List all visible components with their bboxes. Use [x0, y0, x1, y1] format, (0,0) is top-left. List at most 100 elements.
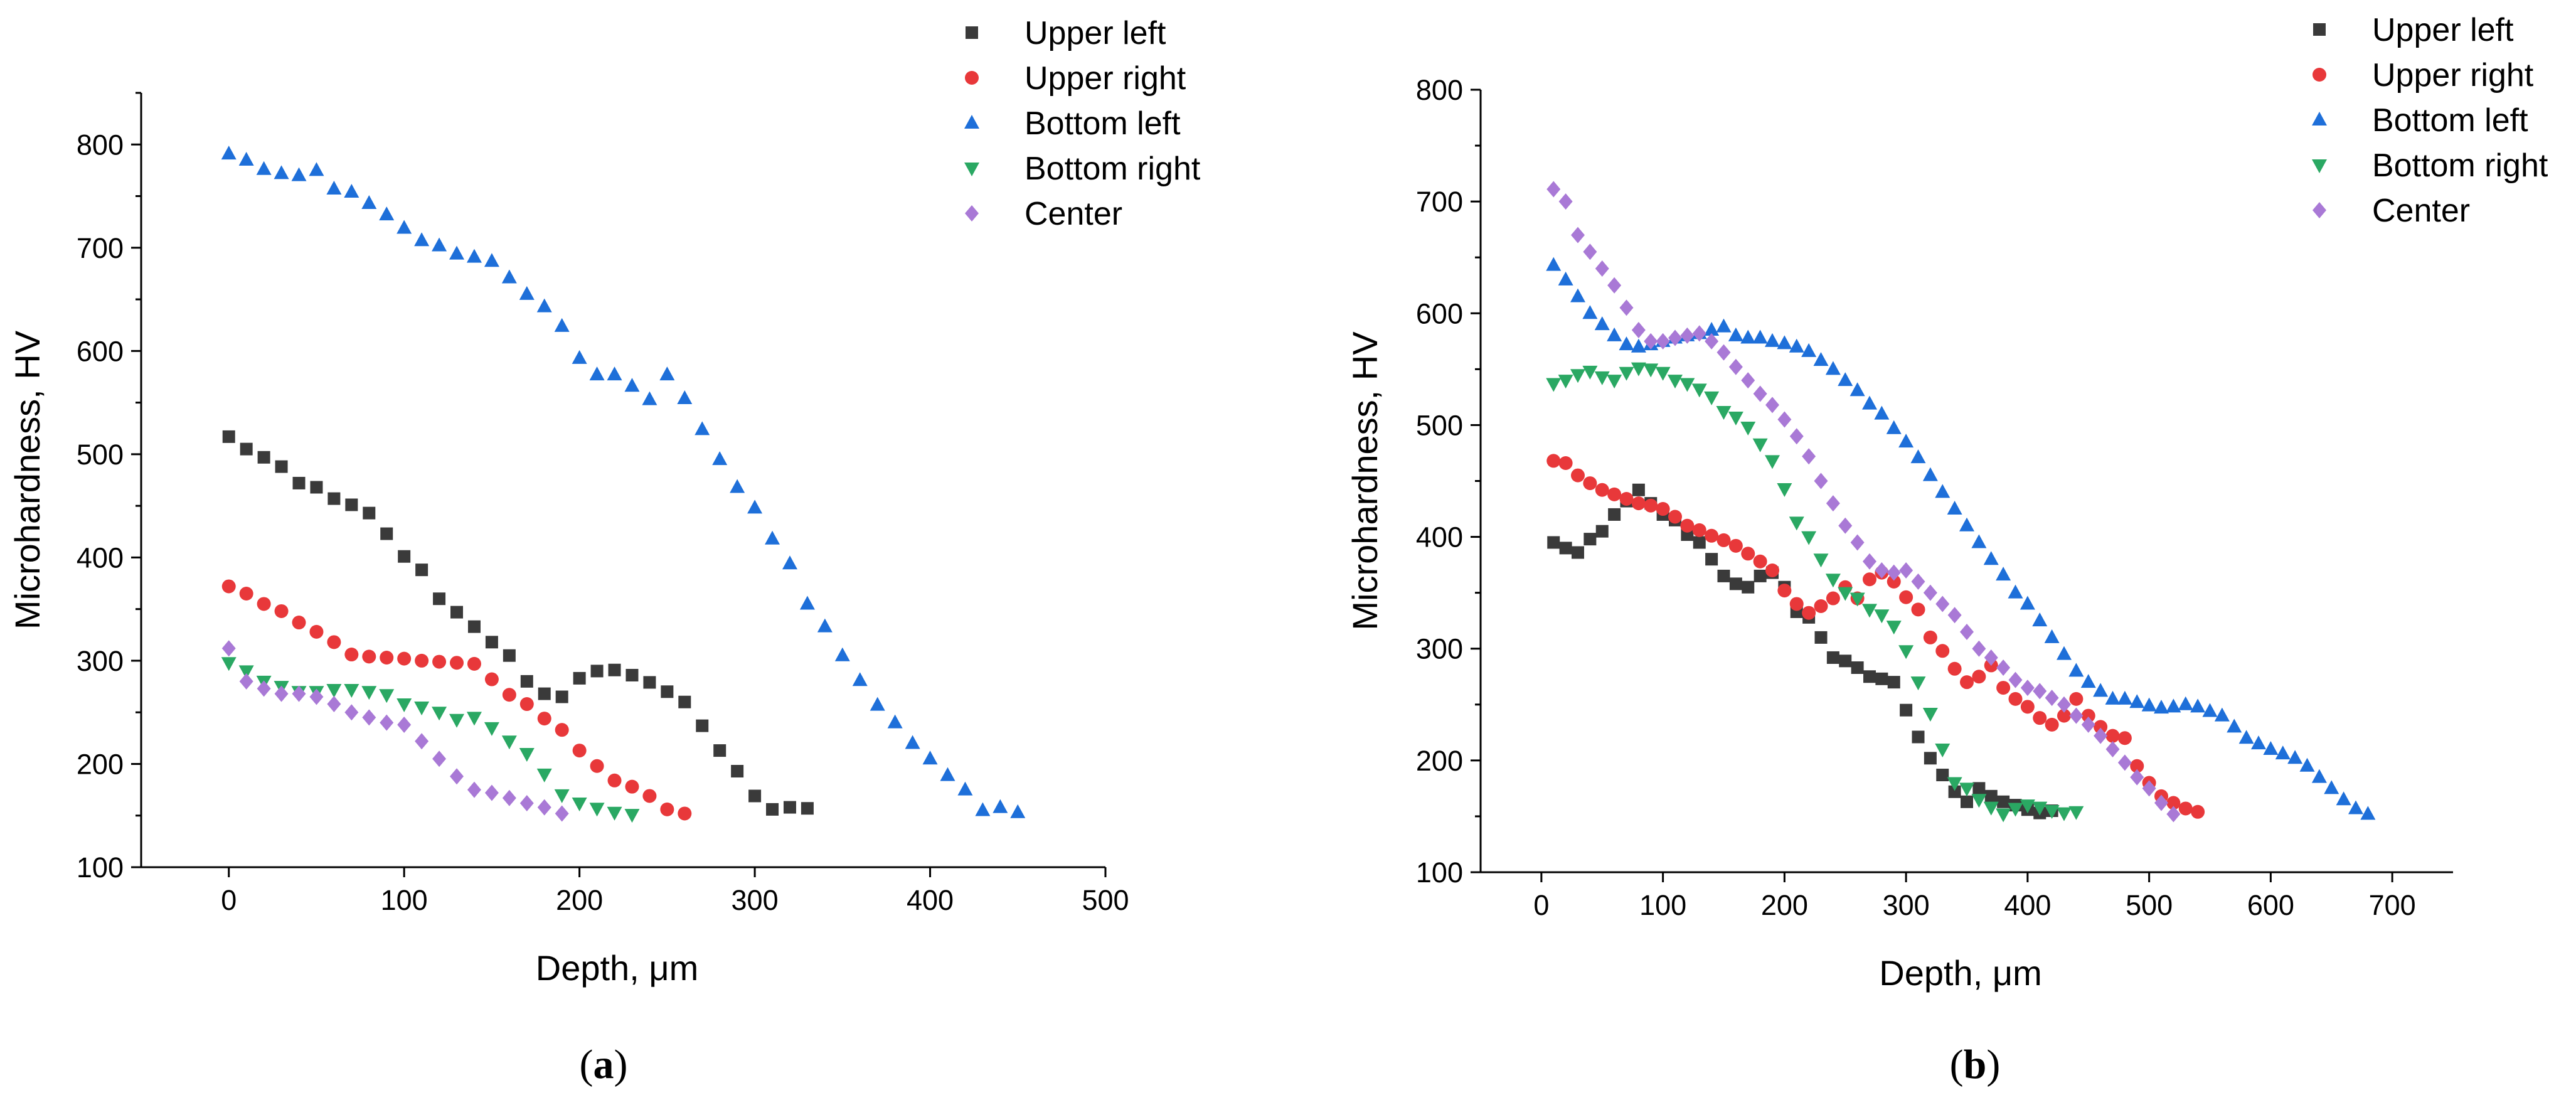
data-point: [1910, 449, 1926, 464]
data-point: [783, 801, 796, 814]
data-point: [1947, 661, 1962, 676]
data-point: [2020, 700, 2035, 714]
y-axis-title: Microhardness, HV: [8, 330, 47, 629]
data-point: [2032, 612, 2048, 627]
data-point: [1632, 483, 1645, 496]
data-point: [2057, 708, 2071, 723]
data-point: [1997, 795, 2010, 808]
data-point: [659, 366, 675, 381]
data-point: [589, 366, 605, 381]
data-point: [1777, 335, 1792, 350]
data-point: [2130, 769, 2144, 786]
data-point: [1850, 592, 1865, 607]
data-point: [1692, 523, 1706, 537]
series-bottom-left: [1546, 257, 2376, 820]
data-point: [274, 604, 289, 618]
data-point: [1705, 553, 1718, 566]
data-point: [1754, 569, 1767, 582]
data-point: [1801, 343, 1817, 357]
data-point: [449, 713, 465, 728]
data-point: [1729, 577, 1742, 590]
data-point: [1789, 428, 1804, 445]
data-point: [2202, 703, 2218, 717]
data-point: [1886, 420, 1902, 434]
data-point: [1961, 795, 1973, 808]
data-point: [414, 701, 430, 715]
data-point: [748, 789, 762, 803]
data-point: [484, 784, 499, 801]
data-point: [2057, 696, 2071, 713]
data-point: [432, 237, 447, 252]
data-point: [572, 350, 587, 364]
y-tick-label: 700: [77, 232, 124, 264]
data-point: [2057, 807, 2072, 821]
data-point: [1740, 329, 1756, 344]
data-point: [696, 719, 709, 732]
x-tick-label: 100: [1639, 889, 1686, 921]
data-point: [1972, 640, 1986, 657]
data-point: [2191, 804, 2205, 819]
data-point: [572, 797, 587, 811]
data-point: [1777, 411, 1792, 428]
data-point: [2068, 663, 2084, 677]
data-point: [1789, 338, 1804, 353]
data-point: [660, 802, 674, 816]
data-point: [870, 697, 885, 711]
data-point: [1838, 372, 1853, 387]
data-point: [1607, 487, 1622, 501]
data-point: [1728, 538, 1743, 553]
data-point: [433, 592, 446, 606]
legend-marker: [2313, 23, 2326, 36]
y-tick-label: 400: [77, 542, 124, 574]
data-point: [222, 430, 235, 443]
data-point: [1742, 580, 1755, 594]
data-point: [607, 773, 622, 788]
data-point: [572, 744, 587, 758]
data-point: [766, 803, 779, 816]
data-point: [2214, 707, 2230, 722]
svg-text:(a): (a): [580, 1042, 628, 1087]
data-point: [1765, 397, 1779, 414]
x-tick-label: 100: [381, 884, 428, 916]
data-point: [1839, 654, 1852, 668]
series-bottom-right: [1546, 362, 2084, 823]
legend-marker: [966, 26, 978, 39]
legend-label: Bottom right: [2372, 147, 2548, 184]
data-point: [344, 183, 359, 198]
data-point: [380, 527, 393, 540]
y-tick-label: 800: [1416, 74, 1463, 106]
legend-label: Bottom left: [2372, 102, 2528, 139]
data-point: [2178, 696, 2193, 710]
data-point: [2069, 707, 2084, 724]
data-point: [2020, 680, 2035, 697]
data-point: [275, 460, 288, 473]
data-point: [589, 803, 605, 817]
legend-marker: [965, 205, 979, 222]
data-point: [1983, 551, 1999, 565]
data-point: [1947, 607, 1962, 624]
data-point: [1900, 703, 1913, 717]
y-tick-label: 700: [1416, 186, 1463, 218]
data-point: [817, 618, 833, 633]
data-point: [2311, 769, 2327, 783]
data-point: [467, 620, 481, 633]
data-point: [2105, 741, 2120, 758]
data-point: [1716, 318, 1732, 333]
x-tick-label: 300: [1883, 889, 1930, 921]
data-point: [2057, 646, 2072, 660]
data-point: [257, 680, 271, 697]
data-point: [361, 195, 377, 210]
data-point: [379, 689, 395, 703]
data-point: [1862, 604, 1877, 618]
x-tick-label: 500: [1082, 884, 1129, 916]
data-point: [625, 668, 639, 681]
data-point: [1680, 518, 1695, 533]
data-point: [1656, 502, 1670, 516]
data-point: [240, 442, 253, 456]
data-point: [1826, 591, 1840, 606]
data-point: [379, 206, 395, 221]
data-point: [1765, 455, 1780, 469]
data-point: [345, 498, 358, 511]
data-point: [1838, 517, 1853, 534]
data-point: [1656, 333, 1670, 350]
